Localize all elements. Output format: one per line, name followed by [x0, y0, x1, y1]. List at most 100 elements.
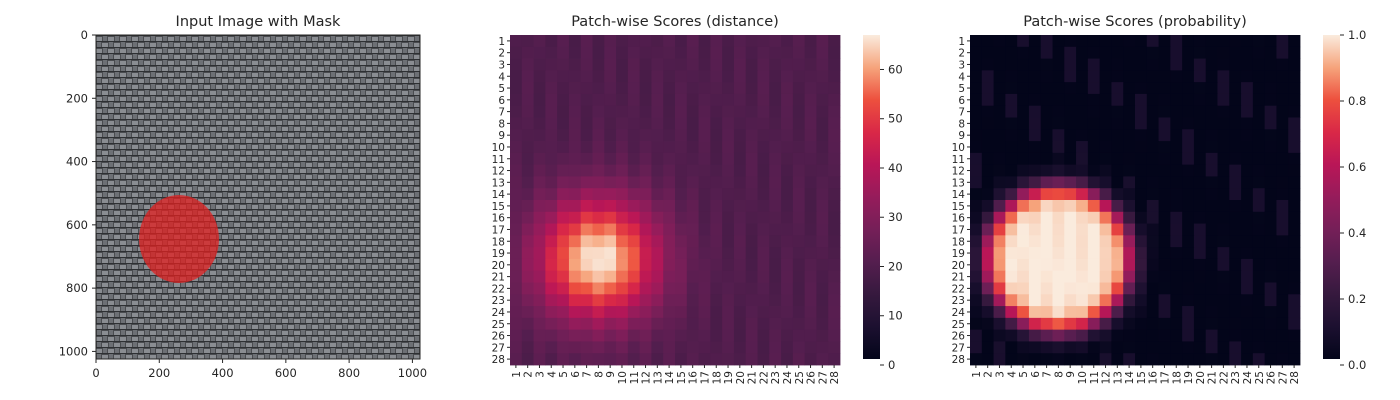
heatmap-cell [722, 247, 735, 260]
heatmap-cell [1170, 93, 1183, 107]
heatmap-ytick-label: 9 [958, 130, 965, 142]
heatmap-cell [627, 117, 641, 130]
heatmap-cell [828, 164, 841, 177]
colorbar-tick-label: 30 [888, 210, 903, 224]
heatmap-cell [604, 258, 617, 272]
heatmap-cell [1017, 141, 1030, 154]
heatmap-cell [828, 152, 841, 166]
probability-heatmap-cells [970, 35, 1301, 366]
heatmap-cell [769, 329, 782, 342]
heatmap-cell [568, 235, 582, 248]
heatmap-cell [804, 152, 817, 166]
heatmap-ytick-label: 8 [498, 118, 505, 130]
heatmap-cell [698, 294, 711, 307]
heatmap-cell [686, 35, 699, 48]
heatmap-ytick-label: 27 [952, 342, 965, 354]
heatmap-cell [769, 270, 782, 283]
heatmap-cell [627, 188, 641, 201]
heatmap-cell [1264, 70, 1277, 83]
heatmap-cell [1040, 353, 1053, 366]
heatmap-ytick-label: 11 [952, 154, 965, 166]
heatmap-cell [1264, 282, 1277, 295]
heatmap-cell [722, 341, 735, 354]
heatmap-cell [510, 129, 523, 142]
heatmap-cell [1111, 341, 1124, 354]
heatmap-cell [757, 235, 770, 248]
heatmap-ytick-label: 10 [492, 142, 505, 154]
heatmap-ytick-label: 24 [952, 307, 966, 319]
heatmap-cell [557, 58, 570, 71]
heatmap-cell [616, 70, 629, 83]
heatmap-ytick-label: 28 [492, 354, 505, 366]
heatmap-cell [675, 70, 688, 83]
heatmap-cell [828, 341, 841, 354]
heatmap-cell [1076, 58, 1089, 71]
heatmap-cell [510, 317, 523, 331]
heatmap-cell [580, 235, 593, 248]
heatmap-cell [663, 176, 676, 189]
heatmap-cell [1205, 235, 1218, 248]
heatmap-cell [510, 270, 523, 283]
heatmap-cell [1135, 70, 1148, 83]
heatmap-cell [533, 82, 546, 95]
heatmap-cell [745, 35, 758, 48]
heatmap-cell [1252, 341, 1266, 354]
heatmap-xtick-label: 15 [1136, 371, 1148, 384]
heatmap-cell [733, 282, 747, 295]
heatmap-xtick-label: 28 [1289, 371, 1301, 384]
heatmap-cell [510, 70, 523, 83]
colorbar-tick-label: 40 [888, 161, 903, 175]
heatmap-cell [698, 35, 711, 48]
heatmap-cell [757, 270, 770, 283]
heatmap-cell [1087, 247, 1101, 260]
heatmap-cell [781, 105, 794, 118]
heatmap-cell [604, 282, 617, 295]
heatmap-cell [1111, 58, 1124, 71]
heatmap-cell [698, 188, 711, 201]
heatmap-cell [1193, 58, 1207, 71]
heatmap-cell [816, 235, 829, 248]
heatmap-cell [1028, 176, 1042, 189]
heatmap-cell [1193, 70, 1207, 83]
heatmap-cell [1288, 46, 1301, 59]
heatmap-cell [1158, 152, 1171, 166]
heatmap-cell [1064, 223, 1077, 236]
heatmap-cell [1123, 164, 1136, 177]
heatmap-cell [521, 164, 534, 177]
heatmap-cell [816, 105, 829, 118]
heatmap-cell [993, 93, 1006, 107]
heatmap-cell [1064, 200, 1077, 213]
heatmap-cell [1158, 70, 1171, 83]
heatmap-cell [1158, 58, 1171, 71]
heatmap-cell [568, 270, 582, 283]
heatmap-cell [1076, 247, 1089, 260]
heatmap-cell [1087, 176, 1101, 189]
heatmap-cell [557, 93, 570, 107]
heatmap-cell [568, 341, 582, 354]
heatmap-cell [1264, 211, 1277, 224]
heatmap-cell [1064, 329, 1077, 342]
heatmap-cell [1170, 82, 1183, 95]
heatmap-xtick-label: 14 [1124, 371, 1136, 385]
heatmap-cell [1276, 164, 1289, 177]
heatmap-cell [1170, 282, 1183, 295]
heatmap-cell [970, 152, 983, 166]
heatmap-cell [1028, 70, 1042, 83]
heatmap-cell [1229, 82, 1242, 95]
heatmap-cell [745, 211, 758, 224]
heatmap-cell [604, 58, 617, 71]
heatmap-cell [627, 353, 641, 366]
heatmap-cell [627, 306, 641, 319]
heatmap-cell [616, 105, 629, 118]
heatmap-cell [1076, 129, 1089, 142]
heatmap-cell [1123, 35, 1136, 48]
colorbar-tick-label: 0.0 [1348, 358, 1366, 372]
heatmap-cell [1252, 200, 1266, 213]
heatmap-cell [1064, 258, 1077, 272]
heatmap-cell [804, 164, 817, 177]
heatmap-xtick-label: 21 [747, 371, 759, 384]
heatmap-cell [639, 117, 652, 130]
heatmap-cell [1264, 353, 1277, 366]
heatmap-cell [828, 200, 841, 213]
